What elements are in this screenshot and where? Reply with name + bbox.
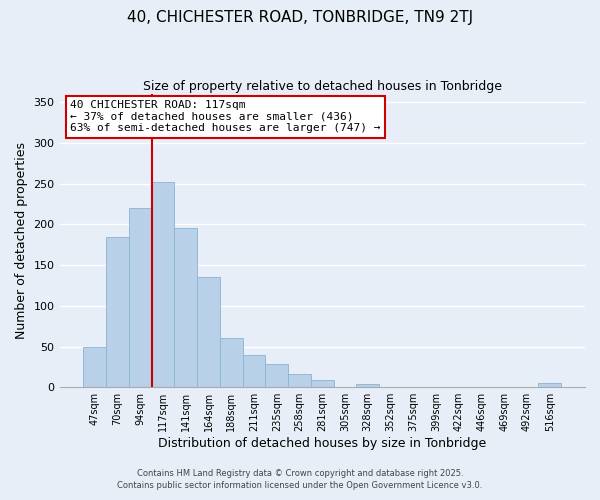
Bar <box>83 346 106 387</box>
Title: Size of property relative to detached houses in Tonbridge: Size of property relative to detached ho… <box>143 80 502 93</box>
Bar <box>311 380 334 387</box>
Y-axis label: Number of detached properties: Number of detached properties <box>15 142 28 339</box>
Text: Contains HM Land Registry data © Crown copyright and database right 2025.
Contai: Contains HM Land Registry data © Crown c… <box>118 468 482 490</box>
Bar <box>265 364 288 387</box>
Bar <box>242 356 265 387</box>
Bar <box>288 374 311 387</box>
Text: 40, CHICHESTER ROAD, TONBRIDGE, TN9 2TJ: 40, CHICHESTER ROAD, TONBRIDGE, TN9 2TJ <box>127 10 473 25</box>
Bar <box>152 182 175 387</box>
Bar <box>220 338 242 387</box>
Bar <box>175 228 197 387</box>
Bar <box>356 384 379 387</box>
Bar <box>106 236 129 387</box>
Text: 40 CHICHESTER ROAD: 117sqm
← 37% of detached houses are smaller (436)
63% of sem: 40 CHICHESTER ROAD: 117sqm ← 37% of deta… <box>70 100 380 133</box>
Bar <box>197 276 220 387</box>
Bar <box>538 383 561 387</box>
X-axis label: Distribution of detached houses by size in Tonbridge: Distribution of detached houses by size … <box>158 437 487 450</box>
Bar <box>129 208 152 387</box>
